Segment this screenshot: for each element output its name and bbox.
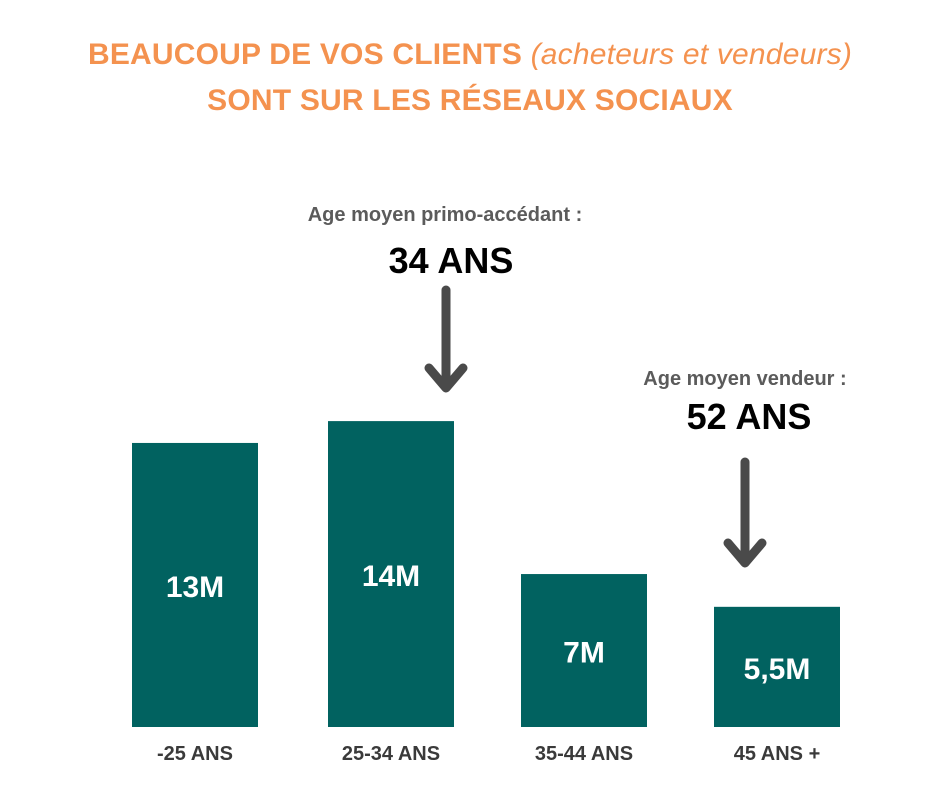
category-label-2: 35-44 ANS <box>535 743 633 765</box>
arrow-down-icon <box>429 290 463 388</box>
bar-value-label-0: 13M <box>166 571 224 604</box>
bar-value-label-3: 5,5M <box>744 653 811 686</box>
arrow-down-icon <box>728 462 762 563</box>
bar-value-label-2: 7M <box>563 637 605 670</box>
category-label-0: -25 ANS <box>157 743 233 765</box>
category-label-1: 25-34 ANS <box>342 743 440 765</box>
bar-value-label-1: 14M <box>362 560 420 593</box>
category-label-3: 45 ANS + <box>734 743 821 765</box>
